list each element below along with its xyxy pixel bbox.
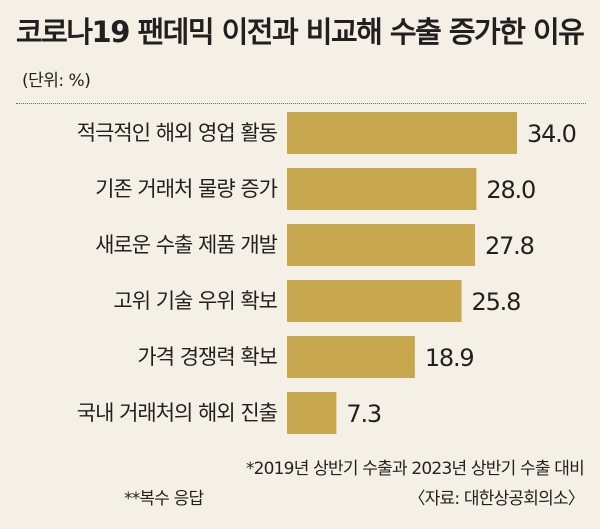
category-label: 국내 거래처의 해외 진출 — [77, 401, 278, 425]
chart-title: 코로나19 팬데믹 이전과 비교해 수출 증가한 이유 (단위: %) — [16, 15, 585, 91]
value-label: 18.9 — [425, 344, 474, 372]
category-label: 적극적인 해외 영업 활동 — [77, 121, 278, 145]
value-label: 25.8 — [472, 288, 521, 316]
bar — [287, 168, 477, 210]
bar — [287, 392, 337, 434]
bar — [287, 336, 415, 378]
value-label: 7.3 — [346, 400, 381, 428]
source-credit: 〈자료: 대한상공회의소〉 — [408, 489, 585, 509]
title-divider — [16, 103, 586, 105]
bar-chart: 적극적인 해외 영업 활동 34.0 기존 거래처 물량 증가 28.0 새로운 수출 … — [77, 112, 577, 434]
category-label: 고위 기술 우위 확보 — [113, 289, 277, 313]
footnote-period: *2019년 상반기 수출과 2023년 상반기 수출 대비 — [245, 459, 585, 479]
value-label: 27.8 — [485, 232, 534, 260]
value-label: 28.0 — [486, 176, 535, 204]
value-label: 34.0 — [527, 120, 576, 148]
category-label: 기존 거래처 물량 증가 — [95, 177, 278, 201]
bar — [287, 224, 476, 266]
category-label: 새로운 수출 제품 개발 — [95, 233, 278, 257]
bar — [287, 112, 517, 154]
footnote-multiple-response: **복수 응답 — [124, 489, 204, 509]
unit-label: (단위: %) — [22, 71, 91, 91]
bar — [287, 280, 462, 322]
category-label: 가격 경쟁력 확보 — [137, 345, 277, 369]
